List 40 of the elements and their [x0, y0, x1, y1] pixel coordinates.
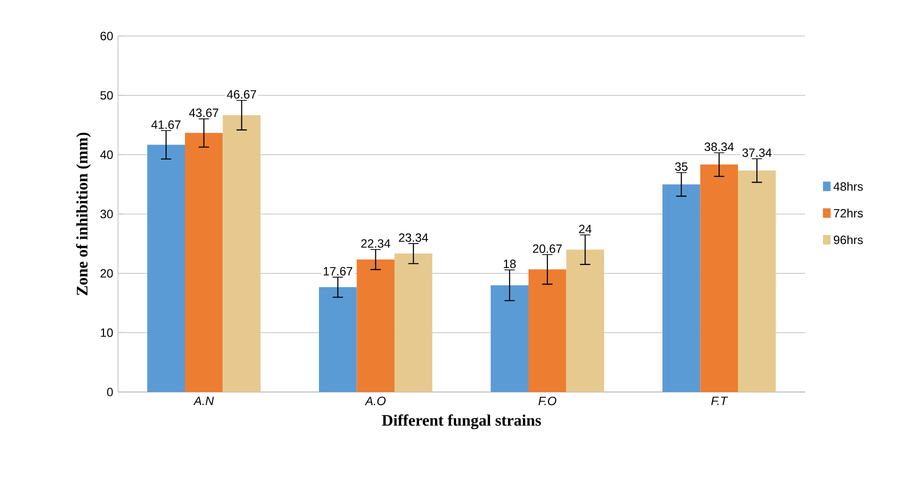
y-tick-label: 30 — [100, 210, 113, 218]
x-tick-label: A.O — [364, 396, 386, 406]
bar — [356, 259, 395, 392]
bar — [566, 250, 604, 392]
data-label: 17.67 — [324, 266, 352, 276]
y-tick-label: 20 — [100, 269, 113, 278]
y-tick-label: 10 — [100, 328, 113, 337]
y-tick-label: 40 — [100, 150, 113, 159]
data-label: 41.67 — [151, 120, 180, 129]
x-tick-label: F.O — [538, 396, 556, 406]
data-label: 46.67 — [226, 90, 256, 99]
y-tick-label: 0 — [107, 388, 113, 396]
data-label: 38.34 — [704, 142, 734, 152]
data-label: 18 — [504, 260, 516, 268]
bar — [528, 269, 566, 392]
legend-label: 72hrs — [834, 208, 863, 218]
data-label: 24 — [579, 224, 592, 234]
data-label: 23.34 — [399, 233, 428, 242]
bar — [394, 254, 432, 392]
bar — [738, 170, 776, 392]
bar — [490, 285, 528, 392]
bar — [700, 164, 738, 392]
data-label: 20.67 — [532, 244, 562, 253]
y-tick-label: 60 — [100, 32, 113, 40]
x-axis-title: Different fungal strains — [382, 414, 541, 430]
x-tick-label: F.T — [711, 396, 728, 405]
y-axis-title: Zone of inhibition (mm) — [76, 132, 91, 296]
x-tick-label: A.N — [193, 396, 214, 405]
data-label: 35 — [675, 162, 688, 171]
legend-label: 96hrs — [834, 235, 863, 244]
data-label: 22.34 — [361, 239, 390, 248]
bar — [662, 184, 700, 392]
bar — [222, 115, 261, 392]
legend-label: 48hrs — [834, 182, 863, 191]
data-label: 37.34 — [742, 148, 772, 157]
y-tick-label: 50 — [100, 91, 113, 100]
bar — [318, 287, 357, 392]
bar — [184, 132, 223, 392]
bar — [147, 144, 185, 392]
data-label: 43.67 — [189, 108, 218, 118]
